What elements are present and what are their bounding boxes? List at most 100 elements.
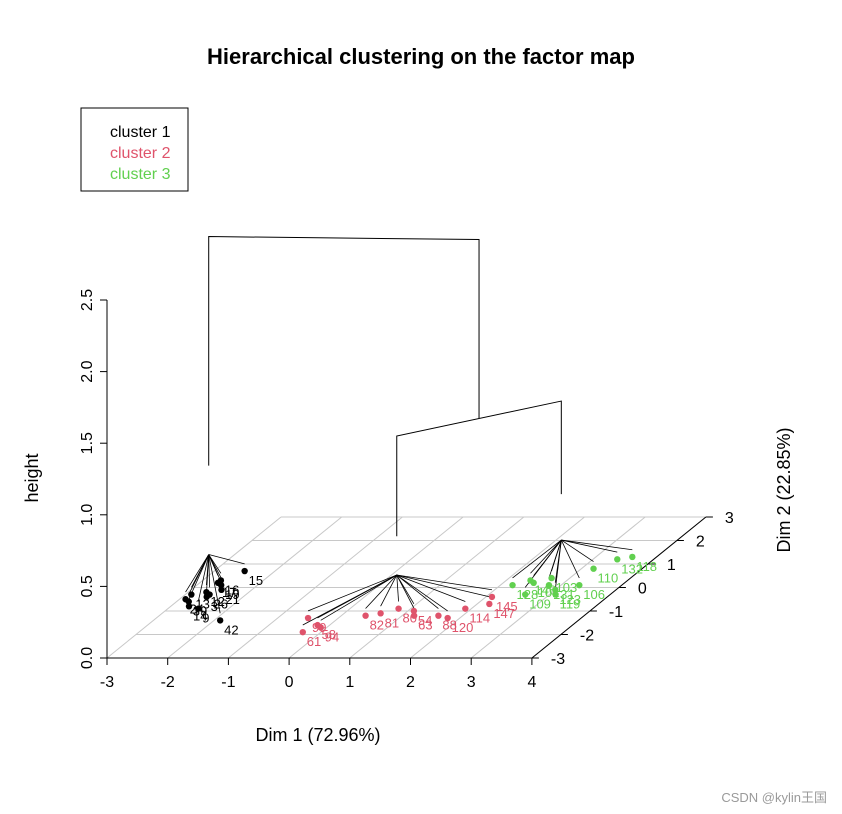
dendrogram-branch — [551, 539, 562, 572]
data-point-label-cluster-3: 103 — [556, 580, 578, 595]
data-point-label-cluster-1: 26 — [214, 597, 228, 612]
data-point-label-cluster-3: 109 — [529, 597, 551, 612]
data-point-label-cluster-3: 119 — [560, 597, 581, 612]
data-point-label-cluster-2: 147 — [493, 606, 515, 621]
grid-layer — [106, 516, 707, 659]
data-point-cluster-3 — [545, 581, 553, 589]
data-point-label-cluster-2: 145 — [496, 599, 518, 614]
dendrogram-merge-root — [208, 236, 480, 466]
data-point-label-cluster-3: 128 — [517, 587, 539, 602]
data-point-label-cluster-2: 63 — [418, 618, 432, 633]
data-point-label-cluster-2: 54 — [418, 613, 432, 628]
data-point-label-cluster-3: 110 — [598, 571, 619, 586]
dendrogram-branch — [396, 574, 448, 612]
dendrogram-branch — [396, 574, 490, 598]
data-point-label-cluster-3: 131 — [553, 587, 575, 602]
data-point-label-cluster-1: 14 — [193, 608, 207, 623]
data-point-label-cluster-1: 42 — [224, 622, 238, 637]
legend-label-cluster-1: cluster 1 — [110, 124, 171, 141]
y-tick-label: -2 — [580, 628, 594, 645]
legend: cluster 1 cluster 2 cluster 3 — [80, 107, 189, 192]
y-tick-label: -1 — [609, 604, 623, 621]
data-point-label-cluster-2: 61 — [307, 634, 321, 649]
dendrogram-branch — [396, 574, 439, 609]
data-point-label-cluster-2: 58 — [322, 627, 336, 642]
z-axis-label: height — [22, 453, 42, 502]
x-axis-label: Dim 1 (72.96%) — [255, 725, 380, 745]
x-tick-label: 0 — [285, 674, 294, 691]
dendrogram-branch — [396, 574, 415, 609]
y-tick-label: -3 — [551, 651, 565, 668]
data-point-cluster-2 — [410, 607, 418, 615]
data-point-label-cluster-1: 17 — [222, 585, 236, 600]
dendrogram-branch — [396, 574, 493, 591]
data-point-label-cluster-3: 123 — [559, 592, 581, 607]
data-point-label-cluster-2: 81 — [385, 615, 399, 630]
data-point-label-cluster-3: 132 — [621, 561, 643, 576]
data-point-label-cluster-1: 16 — [225, 582, 239, 597]
x-tick-label: 4 — [527, 674, 536, 691]
data-point-cluster-3 — [509, 581, 516, 589]
dendrogram-branch — [320, 574, 397, 621]
x-tick-label: 3 — [467, 674, 476, 691]
dendrogram-branch — [302, 574, 397, 626]
data-point-label-cluster-3: 106 — [583, 587, 605, 602]
dendrogram-branch — [533, 539, 562, 576]
data-point-label-cluster-3: 146 — [534, 582, 556, 597]
data-point-cluster-3 — [629, 553, 636, 561]
dendrogram-branch — [561, 539, 618, 553]
data-point-label-cluster-2: 80 — [403, 611, 417, 626]
data-point-label-cluster-2: 114 — [469, 611, 490, 626]
data-point-cluster-2 — [410, 612, 418, 619]
y-axis-label: Dim 2 (22.85%) — [774, 427, 794, 552]
data-point-cluster-3 — [614, 556, 621, 563]
data-point-label-cluster-1: 3 — [211, 599, 218, 614]
data-point-cluster-2 — [299, 628, 306, 636]
dendrogram-branch — [191, 554, 210, 588]
data-point-label-cluster-1: 19 — [225, 587, 239, 602]
dendrogram-layer — [185, 236, 633, 626]
data-point-cluster-1 — [214, 579, 222, 586]
dendrogram-branch — [365, 574, 398, 609]
dendrogram-branch — [396, 575, 399, 602]
dendrogram-branch — [561, 539, 633, 551]
legend-label-cluster-2: cluster 2 — [110, 145, 171, 162]
dendrogram-merge-clusters-2-3 — [396, 400, 562, 537]
dendrogram-branch — [185, 554, 210, 593]
data-point-cluster-2 — [488, 593, 496, 601]
dendrogram-branch — [208, 554, 245, 565]
data-point-cluster-2 — [486, 600, 493, 608]
data-point-label-cluster-1: 9 — [202, 611, 209, 626]
data-point-label-cluster-3: 101 — [538, 585, 560, 600]
data-point-cluster-3 — [552, 591, 559, 598]
data-point-label-cluster-1: 21 — [225, 592, 239, 607]
z-tick-label: 2.0 — [79, 360, 96, 382]
data-point-label-cluster-1: 13 — [195, 597, 209, 612]
data-point-cluster-1 — [216, 617, 224, 624]
data-point-cluster-2 — [377, 610, 384, 617]
watermark: CSDN @kylin王国 — [721, 790, 827, 805]
data-point-label-cluster-1: 24 — [190, 601, 204, 616]
data-point-cluster-1 — [188, 591, 195, 598]
x-tick-label: 1 — [345, 674, 354, 691]
points-layer — [182, 553, 636, 636]
data-point-cluster-3 — [590, 565, 597, 572]
z-tick-label: 1.0 — [79, 504, 96, 526]
data-point-cluster-2 — [304, 614, 312, 622]
dendrogram-branch — [208, 554, 210, 588]
data-point-cluster-3 — [552, 586, 559, 594]
dendrogram-branch — [197, 554, 210, 602]
x-tick-label: -1 — [221, 674, 235, 691]
data-point-cluster-2 — [462, 605, 469, 612]
dendrogram-branch — [561, 539, 594, 562]
data-point-cluster-1 — [206, 591, 213, 598]
dendrogram-branch — [512, 539, 562, 579]
dendrogram-branch — [530, 539, 562, 574]
z-tick-label: 2.5 — [79, 289, 96, 311]
data-point-cluster-2 — [435, 612, 442, 619]
dendrogram-branch — [396, 574, 466, 602]
y-tick-label: 3 — [725, 510, 734, 527]
legend-label-cluster-3: cluster 3 — [110, 166, 171, 183]
